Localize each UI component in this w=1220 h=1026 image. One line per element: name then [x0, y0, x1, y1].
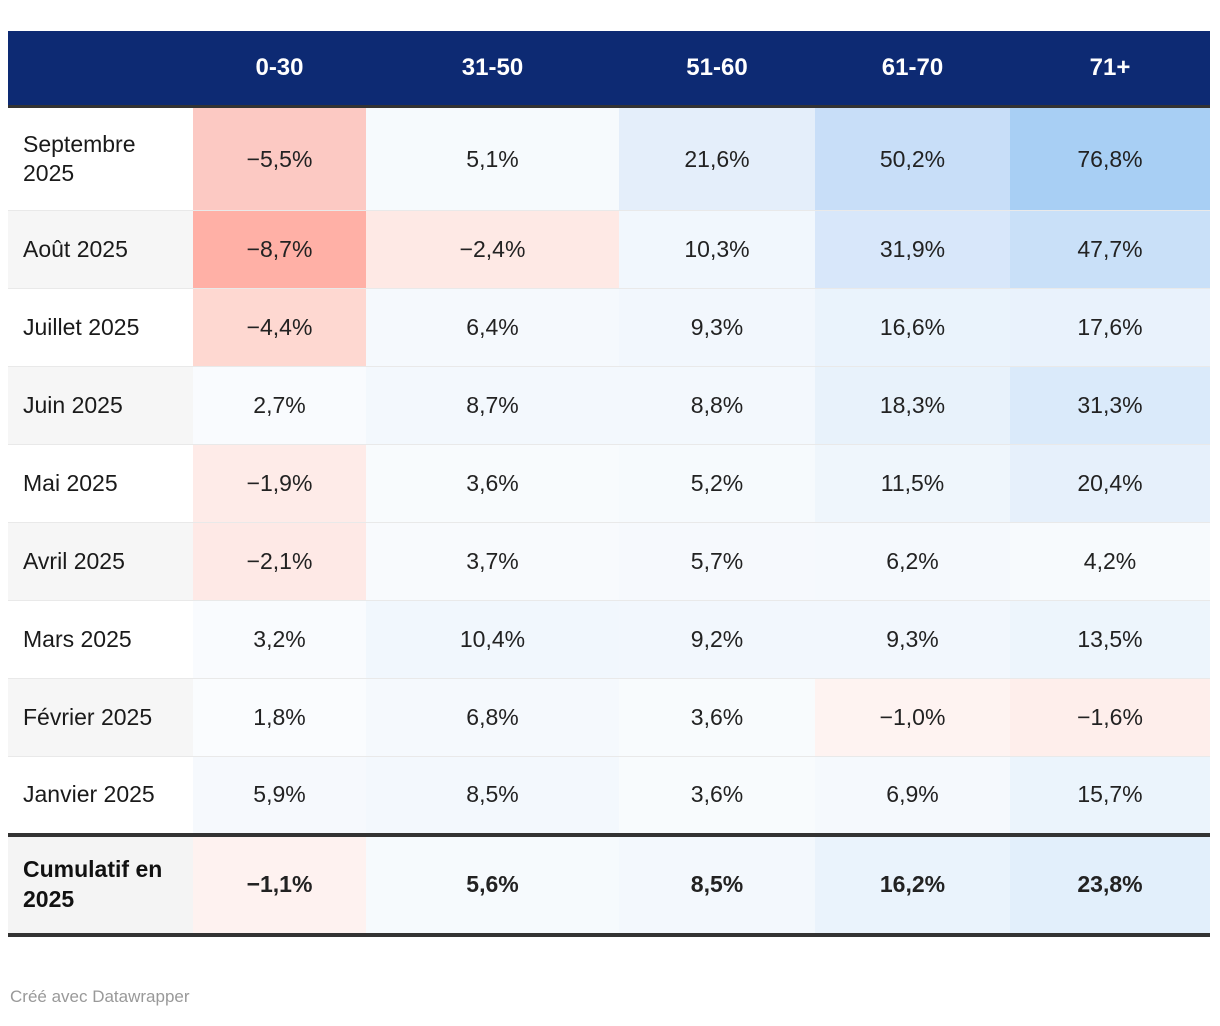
value-cell: −1,0% [815, 678, 1010, 757]
row-label: Juin 2025 [8, 366, 193, 445]
header-cell-71plus: 71+ [1010, 31, 1210, 108]
header-row: 0-30 31-50 51-60 61-70 71+ [8, 31, 1210, 108]
heatmap-table: 0-30 31-50 51-60 61-70 71+ Septembre 202… [8, 31, 1210, 937]
table-row: Janvier 2025 5,9% 8,5% 3,6% 6,9% 15,7% [8, 756, 1210, 835]
table-row: Cumulatif en 2025 −1,1% 5,6% 8,5% 16,2% 23,8% [8, 832, 1210, 937]
value-cell: 11,5% [815, 444, 1010, 523]
header-cell-51-60: 51-60 [619, 31, 815, 108]
value-cell: 8,5% [366, 756, 619, 835]
value-cell: −1,6% [1010, 678, 1210, 757]
value-cell: 31,9% [815, 210, 1010, 289]
value-cell: 23,8% [1010, 832, 1210, 937]
value-cell: 1,8% [193, 678, 366, 757]
table-row: Juin 2025 2,7% 8,7% 8,8% 18,3% 31,3% [8, 366, 1210, 445]
value-cell: 9,3% [815, 600, 1010, 679]
header-cell-31-50: 31-50 [366, 31, 619, 108]
value-cell: 8,7% [366, 366, 619, 445]
value-cell: 76,8% [1010, 106, 1210, 211]
table-row: Juillet 2025 −4,4% 6,4% 9,3% 16,6% 17,6% [8, 288, 1210, 367]
value-cell: −1,9% [193, 444, 366, 523]
value-cell: 9,3% [619, 288, 815, 367]
row-label: Février 2025 [8, 678, 193, 757]
value-cell: 6,9% [815, 756, 1010, 835]
value-cell: 5,1% [366, 106, 619, 211]
value-cell: 5,2% [619, 444, 815, 523]
value-cell: −8,7% [193, 210, 366, 289]
value-cell: 18,3% [815, 366, 1010, 445]
value-cell: 3,6% [366, 444, 619, 523]
value-cell: −2,4% [366, 210, 619, 289]
value-cell: 5,6% [366, 832, 619, 937]
value-cell: 4,2% [1010, 522, 1210, 601]
value-cell: 8,8% [619, 366, 815, 445]
value-cell: 13,5% [1010, 600, 1210, 679]
row-label: Mars 2025 [8, 600, 193, 679]
row-label: Août 2025 [8, 210, 193, 289]
row-label: Avril 2025 [8, 522, 193, 601]
row-label: Mai 2025 [8, 444, 193, 523]
value-cell: 10,4% [366, 600, 619, 679]
value-cell: 31,3% [1010, 366, 1210, 445]
table-row: Mars 2025 3,2% 10,4% 9,2% 9,3% 13,5% [8, 600, 1210, 679]
total-row-label: Cumulatif en 2025 [8, 832, 193, 937]
table-row: Mai 2025 −1,9% 3,6% 5,2% 11,5% 20,4% [8, 444, 1210, 523]
header-cell-61-70: 61-70 [815, 31, 1010, 108]
value-cell: 3,7% [366, 522, 619, 601]
table-body: Septembre 2025 −5,5% 5,1% 21,6% 50,2% 76,8% Ao… [8, 106, 1210, 937]
value-cell: 5,7% [619, 522, 815, 601]
value-cell: 20,4% [1010, 444, 1210, 523]
value-cell: 10,3% [619, 210, 815, 289]
value-cell: 17,6% [1010, 288, 1210, 367]
datawrapper-attribution: Créé avec Datawrapper [10, 986, 190, 1006]
table-row: Avril 2025 −2,1% 3,7% 5,7% 6,2% 4,2% [8, 522, 1210, 601]
value-cell: −1,1% [193, 832, 366, 937]
value-cell: 6,4% [366, 288, 619, 367]
table-row: Février 2025 1,8% 6,8% 3,6% −1,0% −1,6% [8, 678, 1210, 757]
value-cell: 15,7% [1010, 756, 1210, 835]
row-label: Juillet 2025 [8, 288, 193, 367]
value-cell: 5,9% [193, 756, 366, 835]
value-cell: −5,5% [193, 106, 366, 211]
header-corner-cell [8, 31, 193, 108]
value-cell: 16,6% [815, 288, 1010, 367]
value-cell: −2,1% [193, 522, 366, 601]
value-cell: 21,6% [619, 106, 815, 211]
row-label: Septembre 2025 [8, 106, 193, 211]
row-label: Janvier 2025 [8, 756, 193, 835]
header-cell-0-30: 0-30 [193, 31, 366, 108]
value-cell: 2,7% [193, 366, 366, 445]
value-cell: 3,6% [619, 678, 815, 757]
value-cell: 16,2% [815, 832, 1010, 937]
value-cell: −4,4% [193, 288, 366, 367]
value-cell: 3,6% [619, 756, 815, 835]
value-cell: 8,5% [619, 832, 815, 937]
heatmap-table-container: 0-30 31-50 51-60 61-70 71+ Septembre 202… [8, 31, 1211, 937]
value-cell: 3,2% [193, 600, 366, 679]
value-cell: 47,7% [1010, 210, 1210, 289]
value-cell: 6,8% [366, 678, 619, 757]
table-row: Août 2025 −8,7% −2,4% 10,3% 31,9% 47,7% [8, 210, 1210, 289]
value-cell: 6,2% [815, 522, 1010, 601]
table-row: Septembre 2025 −5,5% 5,1% 21,6% 50,2% 76,8% [8, 106, 1210, 211]
value-cell: 50,2% [815, 106, 1010, 211]
value-cell: 9,2% [619, 600, 815, 679]
